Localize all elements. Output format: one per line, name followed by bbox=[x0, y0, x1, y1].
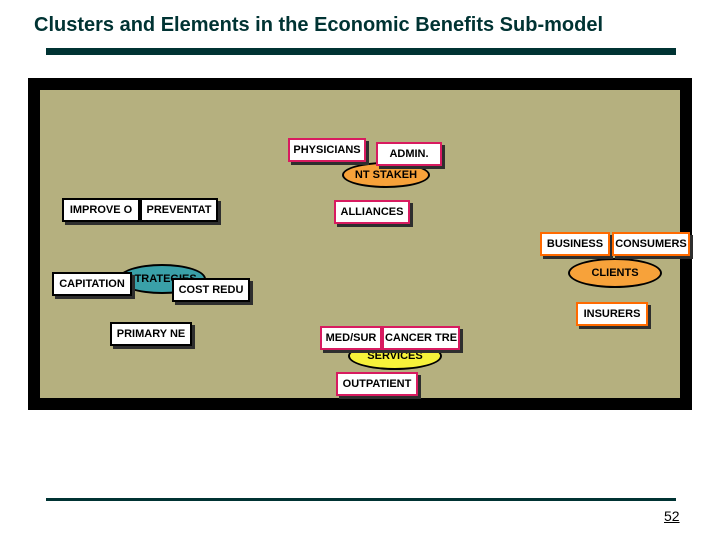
node-cost-redu: COST REDU bbox=[172, 278, 250, 302]
node-insurers: INSURERS bbox=[576, 302, 648, 326]
node-preventat: PREVENTAT bbox=[140, 198, 218, 222]
page-title: Clusters and Elements in the Economic Be… bbox=[34, 14, 603, 37]
node-admin: ADMIN. bbox=[376, 142, 442, 166]
node-physicians: PHYSICIANS bbox=[288, 138, 366, 162]
node-med-surg: MED/SUR bbox=[320, 326, 382, 350]
node-alliances: ALLIANCES bbox=[334, 200, 410, 224]
node-consumers: CONSUMERS bbox=[612, 232, 690, 256]
node-primary-ne: PRIMARY NE bbox=[110, 322, 192, 346]
node-cancer-tre: CANCER TRE bbox=[382, 326, 460, 350]
cluster-clients: CLIENTS bbox=[568, 258, 662, 288]
page-number: 52 bbox=[664, 508, 680, 524]
title-underline bbox=[46, 48, 676, 55]
node-business: BUSINESS bbox=[540, 232, 610, 256]
node-capitation: CAPITATION bbox=[52, 272, 132, 296]
footer-line bbox=[46, 498, 676, 501]
node-improve-o: IMPROVE O bbox=[62, 198, 140, 222]
node-outpatient: OUTPATIENT bbox=[336, 372, 418, 396]
